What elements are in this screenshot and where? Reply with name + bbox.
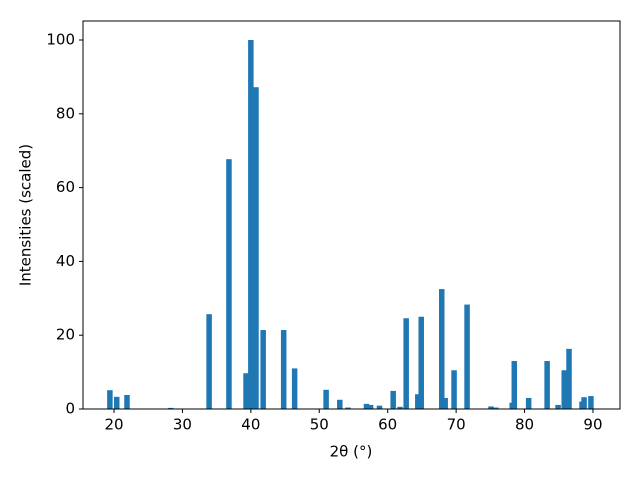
plot-frame — [82, 20, 621, 410]
bar — [418, 316, 424, 409]
bar — [442, 397, 448, 409]
bar — [493, 407, 499, 409]
y-axis-label: Intensities (scaled) — [17, 144, 35, 286]
bar — [488, 406, 494, 409]
x-axis-label: 2θ (°) — [330, 443, 373, 461]
bar — [566, 348, 572, 409]
x-tick-label: 60 — [378, 416, 397, 434]
bar — [124, 394, 130, 409]
bar — [243, 373, 249, 409]
bar — [581, 397, 587, 409]
bar — [561, 370, 567, 409]
bar — [555, 404, 561, 409]
y-tick-label: 20 — [56, 326, 75, 344]
bar — [390, 390, 396, 409]
bar — [403, 318, 409, 409]
bar — [588, 396, 594, 409]
bar — [376, 405, 383, 409]
y-tick-label: 100 — [46, 31, 75, 49]
bar — [337, 399, 343, 409]
bar — [415, 394, 421, 409]
y-tick-label: 60 — [56, 178, 75, 196]
bar — [248, 40, 254, 410]
bar — [544, 361, 550, 409]
y-tick-label: 80 — [56, 104, 75, 122]
bar — [206, 314, 212, 409]
bar — [439, 289, 445, 409]
bar — [323, 389, 329, 409]
x-tick-label: 80 — [515, 416, 534, 434]
bar — [345, 407, 351, 409]
bar — [451, 370, 457, 409]
bar — [525, 397, 532, 409]
y-tick-label: 0 — [65, 400, 75, 418]
x-tick-label: 40 — [241, 416, 260, 434]
bar — [253, 87, 259, 410]
bar — [397, 406, 403, 409]
bar — [511, 361, 518, 409]
bar — [291, 368, 298, 409]
x-tick-label: 20 — [104, 416, 123, 434]
bar — [113, 396, 120, 409]
bar — [367, 404, 374, 409]
bar — [464, 304, 470, 409]
bar — [280, 330, 287, 409]
x-tick-label: 90 — [583, 416, 602, 434]
x-tick-label: 50 — [310, 416, 329, 434]
x-tick-label: 70 — [447, 416, 466, 434]
bar — [168, 407, 174, 409]
bar — [363, 403, 370, 409]
bar — [107, 390, 113, 409]
bar — [260, 330, 266, 409]
x-tick-label: 30 — [173, 416, 192, 434]
y-tick-label: 40 — [56, 252, 75, 270]
bar — [226, 159, 232, 409]
